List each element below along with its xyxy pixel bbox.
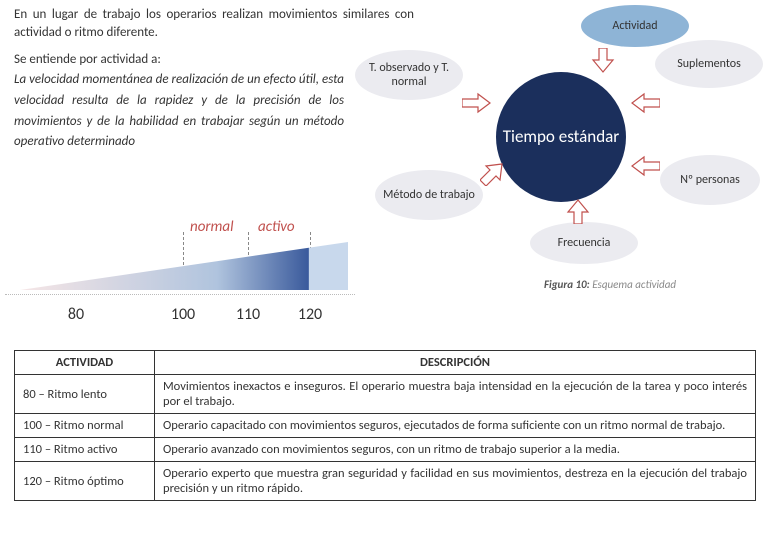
arrow-down-icon [591,48,615,74]
tick-120: 120 [290,305,330,324]
table-row: 100 – Ritmo normal Operario capacitado c… [15,414,756,438]
arrow-up-icon [566,198,590,224]
cell-description: Movimientos inexactos e inseguros. El op… [155,375,756,414]
arrow-left-icon [630,92,660,114]
node-tobs-label: T. observado y T. normal [355,61,463,90]
table-row: 120 – Ritmo óptimo Operario experto que … [15,462,756,501]
node-suplementos: Suplementos [655,40,763,88]
definition-label: Se entiende por actividad a: [14,52,214,67]
table-header-row: ACTIVIDAD DESCRIPCIÓN [15,351,756,375]
node-metodo-label: Método de trabajo [383,188,475,202]
tick-110: 110 [228,305,268,324]
definition-body: La velocidad momentánea de realización d… [14,70,344,153]
node-suplementos-label: Suplementos [677,57,741,71]
node-frecuencia: Frecuencia [530,222,638,264]
cell-description: Operario avanzado con movimientos seguro… [155,438,756,462]
cell-activity: 80 – Ritmo lento [15,375,155,414]
node-actividad-label: Actividad [612,19,657,33]
center-label: Tiempo estándar [503,127,619,147]
cell-activity: 110 – Ritmo activo [15,438,155,462]
activity-table: ACTIVIDAD DESCRIPCIÓN 80 – Ritmo lento M… [14,350,756,501]
scale-label-normal: normal [190,218,234,236]
scale-label-activo: activo [258,218,295,236]
node-frecuencia-label: Frecuencia [558,236,611,250]
caption-bold: Figura 10: [544,278,590,291]
figure-caption: Figura 10: Esquema actividad [480,278,740,291]
node-actividad: Actividad [581,5,689,47]
header-descripcion: DESCRIPCIÓN [155,351,756,375]
table-row: 110 – Ritmo activo Operario avanzado con… [15,438,756,462]
arrow-diag-right-icon [480,162,506,186]
node-metodo: Método de trabajo [375,170,483,220]
cell-activity: 120 – Ritmo óptimo [15,462,155,501]
table-row: 80 – Ritmo lento Movimientos inexactos e… [15,375,756,414]
node-npersonas-label: Nº personas [680,173,740,187]
scale-chart: normal activo 80 100 110 120 [20,220,420,340]
caption-text: Esquema actividad [592,278,676,291]
node-npersonas: Nº personas [660,155,760,205]
tick-80: 80 [56,305,96,324]
cell-description: Operario experto que muestra gran seguri… [155,462,756,501]
header-actividad: ACTIVIDAD [15,351,155,375]
cell-activity: 100 – Ritmo normal [15,414,155,438]
tick-100: 100 [163,305,203,324]
node-tobs: T. observado y T. normal [355,50,463,100]
cell-description: Operario capacitado con movimientos segu… [155,414,756,438]
center-circle: Tiempo estándar [496,72,626,202]
dotted-baseline [5,294,355,295]
arrow-right-icon [462,92,492,114]
gradient-triangle [20,240,350,292]
arrow-diag-left-icon [630,155,660,177]
